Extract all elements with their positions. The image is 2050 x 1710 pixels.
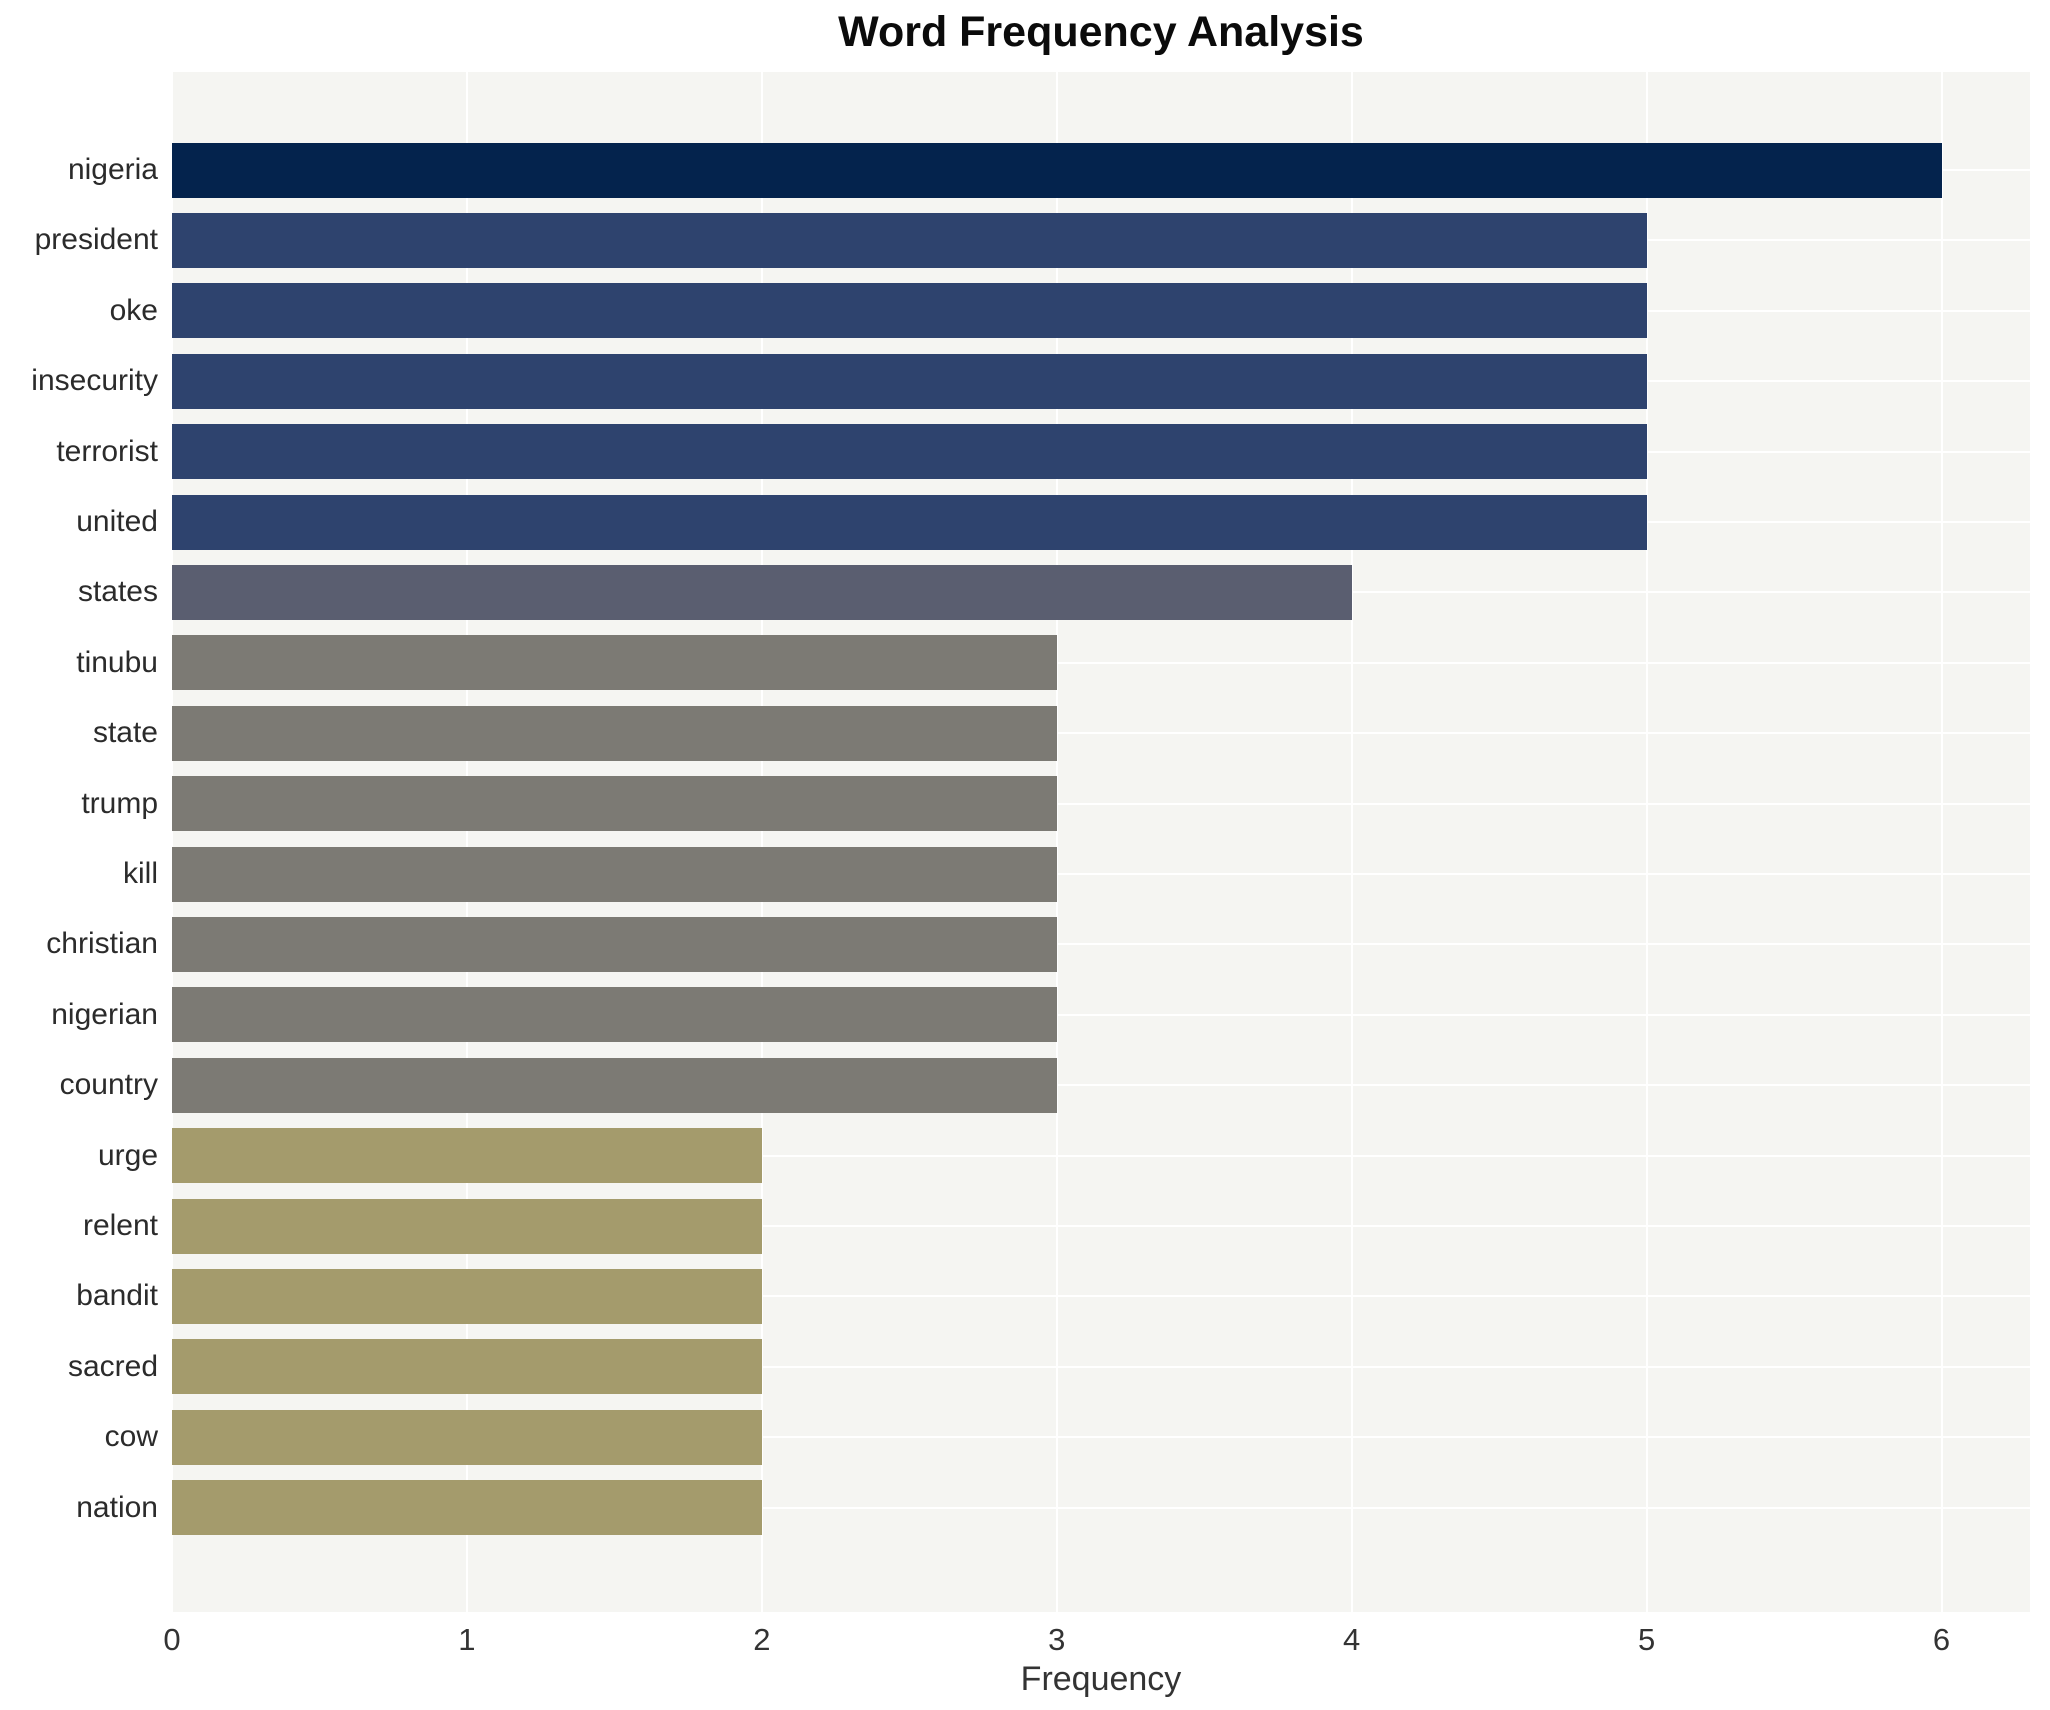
bar-bandit [172, 1268, 762, 1324]
bar-nigeria [172, 142, 1942, 198]
y-tick-label-insecurity: insecurity [31, 364, 158, 398]
y-tick-label-christian: christian [46, 927, 158, 961]
v-gridline [1350, 72, 1353, 1612]
plot-area [171, 72, 2030, 1612]
bar-relent [172, 1198, 762, 1254]
bar-insecurity [172, 353, 1647, 409]
bar-states [172, 564, 1352, 620]
bar-trump [172, 776, 1057, 832]
v-gridline [171, 72, 173, 1612]
bar-state [172, 705, 1057, 761]
h-gridline [172, 1084, 2030, 1087]
y-tick-label-states: states [77, 575, 158, 609]
h-gridline [172, 1436, 2030, 1439]
x-tick-label-5: 5 [1637, 1622, 1656, 1657]
y-tick-label-relent: relent [82, 1209, 158, 1242]
h-gridline [172, 1365, 2030, 1368]
h-gridline [172, 1225, 2030, 1227]
x-tick-label-2: 2 [753, 1622, 771, 1657]
y-tick-label-united: united [76, 505, 158, 538]
v-gridline [1055, 72, 1058, 1612]
chart-title: Word Frequency Analysis [838, 8, 1364, 56]
y-tick-label-sacred: sacred [67, 1349, 158, 1383]
y-tick-label-country: country [59, 1068, 158, 1102]
v-gridline [465, 72, 468, 1612]
y-tick-label-president: president [34, 223, 158, 257]
x-tick-label-0: 0 [163, 1622, 181, 1657]
x-tick-label-1: 1 [458, 1622, 476, 1657]
bar-nation [172, 1480, 762, 1536]
y-tick-label-urge: urge [97, 1138, 158, 1172]
bar-nigerian [172, 987, 1057, 1043]
y-tick-label-terrorist: terrorist [56, 434, 158, 468]
y-tick-label-state: state [92, 716, 158, 750]
y-tick-label-bandit: bandit [76, 1279, 158, 1313]
y-tick-label-oke: oke [109, 293, 158, 327]
bar-urge [172, 1128, 762, 1184]
y-tick-label-nigeria: nigeria [67, 153, 158, 186]
x-tick-label-6: 6 [1932, 1622, 1951, 1657]
h-gridline [172, 802, 2030, 805]
y-tick-label-nigerian: nigerian [51, 997, 158, 1031]
h-gridline [172, 943, 2030, 946]
y-tick-label-trump: trump [81, 786, 158, 820]
bar-oke [172, 283, 1647, 339]
bar-cow [172, 1409, 762, 1465]
h-gridline [172, 1013, 2030, 1016]
x-axis-label: Frequency [1020, 1660, 1182, 1698]
bar-terrorist [172, 424, 1647, 480]
v-gridline [1645, 72, 1648, 1612]
v-gridline [760, 72, 763, 1612]
y-tick-label-nation: nation [76, 1490, 158, 1524]
y-tick-label-cow: cow [104, 1420, 158, 1454]
h-gridline [172, 1154, 2030, 1157]
bar-tinubu [172, 635, 1057, 691]
bar-united [172, 494, 1647, 550]
bar-christian [172, 916, 1057, 972]
h-gridline [172, 873, 2030, 875]
v-gridline [1940, 72, 1943, 1612]
bar-sacred [172, 1339, 762, 1395]
x-tick-label-4: 4 [1343, 1622, 1361, 1657]
y-tick-label-kill: kill [123, 857, 158, 890]
bar-kill [172, 846, 1057, 902]
h-gridline [172, 661, 2030, 664]
bar-president [172, 212, 1647, 268]
x-tick-label-3: 3 [1048, 1622, 1066, 1657]
y-tick-label-tinubu: tinubu [76, 645, 158, 679]
h-gridline [172, 1295, 2030, 1298]
h-gridline [172, 732, 2030, 735]
h-gridline [172, 1506, 2030, 1509]
bar-country [172, 1057, 1057, 1113]
